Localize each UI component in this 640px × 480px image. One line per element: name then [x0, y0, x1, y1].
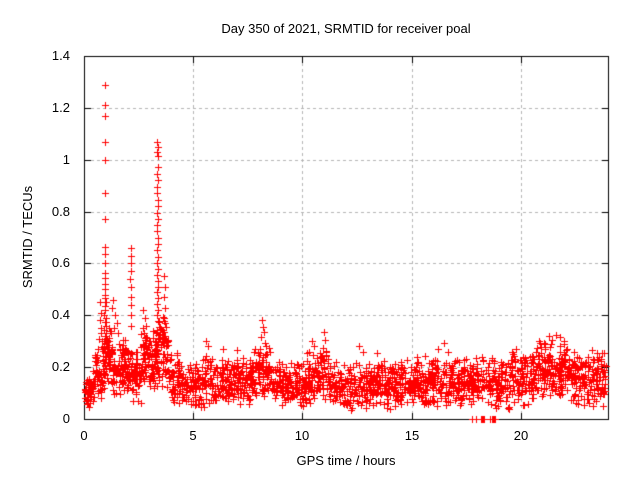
y-tick-label-0: 0 [62, 411, 70, 426]
y-tick-label-1: 1 [62, 152, 70, 167]
y-tick-label-0p2: 0.2 [51, 359, 70, 374]
x-tick-label-20: 20 [513, 428, 529, 443]
x-axis-label: GPS time / hours [296, 453, 396, 468]
y-tick-label-0p4: 0.4 [51, 307, 70, 322]
y-axis-label: SRMTID / TECUs [20, 185, 35, 289]
y-tick-label-0p8: 0.8 [51, 204, 70, 219]
x-tick-label-15: 15 [404, 428, 420, 443]
x-tick-label-0: 0 [80, 428, 88, 443]
x-tick-label-5: 5 [189, 428, 197, 443]
y-tick-label-1p4: 1.4 [51, 48, 70, 63]
y-tick-label-0p6: 0.6 [51, 255, 70, 270]
y-tick-label-1p2: 1.2 [51, 100, 70, 115]
x-tick-label-10: 10 [294, 428, 310, 443]
chart-title: Day 350 of 2021, SRMTID for receiver poa… [221, 21, 471, 36]
